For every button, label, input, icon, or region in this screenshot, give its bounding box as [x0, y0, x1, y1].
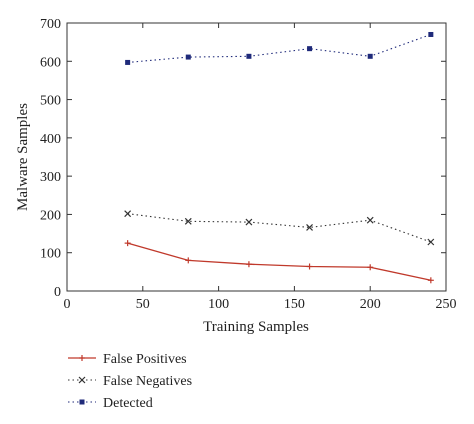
series-lines [127, 33, 432, 281]
x-tick-label: 50 [136, 297, 150, 312]
y-tick-label: 300 [40, 170, 61, 185]
series-line-1 [127, 213, 432, 243]
y-axis-title: Malware Samples [15, 103, 31, 211]
legend-label-1: False Negatives [103, 374, 192, 389]
data-point-2-5 [428, 31, 434, 37]
legend-label-0: False Positives [103, 352, 187, 367]
data-point-2-1 [185, 54, 191, 60]
data-point-2-4 [367, 53, 373, 59]
tick-labels: 0 50 100 150 200 250 0 100 200 300 400 500 600 700 [40, 17, 457, 312]
data-point-0-5 [427, 277, 434, 284]
y-tick-label: 500 [40, 94, 61, 109]
legend: False Positives False Negatives Detected [68, 352, 192, 411]
y-tick-label: 0 [54, 285, 61, 300]
data-point-0-0 [124, 240, 131, 247]
series-line-0 [127, 242, 431, 281]
legend-label-2: Detected [103, 396, 153, 411]
data-point-1-1 [184, 217, 192, 225]
data-point-2-3 [307, 46, 313, 52]
legend-item-1: False Negatives [68, 374, 192, 389]
plot-frame [66, 22, 447, 292]
legend-item-0: False Positives [68, 352, 187, 367]
data-point-0-4 [367, 264, 374, 271]
data-point-0-1 [185, 257, 192, 264]
series-markers [124, 31, 435, 284]
x-tick-label: 0 [64, 297, 71, 312]
legend-marker-1 [78, 376, 86, 384]
legend-marker-0 [79, 355, 85, 361]
legend-item-2: Detected [68, 396, 153, 411]
y-tick-label: 600 [40, 55, 61, 70]
data-point-1-5 [427, 238, 435, 246]
x-axis-title: Training Samples [203, 319, 309, 335]
x-tick-label: 200 [360, 297, 381, 312]
data-point-0-2 [245, 261, 252, 268]
legend-marker-2 [79, 399, 85, 405]
series-line-2 [127, 33, 432, 63]
data-point-1-4 [366, 216, 374, 224]
y-tick-label: 700 [40, 17, 61, 32]
tick-marks [66, 22, 447, 292]
y-tick-label: 200 [40, 208, 61, 223]
data-point-1-2 [245, 218, 253, 226]
data-point-2-0 [125, 59, 131, 65]
data-point-0-3 [306, 263, 313, 270]
data-point-1-3 [306, 224, 313, 231]
x-tick-label: 250 [436, 297, 457, 312]
data-point-2-2 [246, 53, 252, 59]
x-tick-label: 100 [208, 297, 229, 312]
y-tick-label: 100 [40, 247, 61, 262]
x-tick-label: 150 [284, 297, 305, 312]
data-point-1-0 [124, 210, 132, 218]
y-tick-label: 400 [40, 132, 61, 147]
